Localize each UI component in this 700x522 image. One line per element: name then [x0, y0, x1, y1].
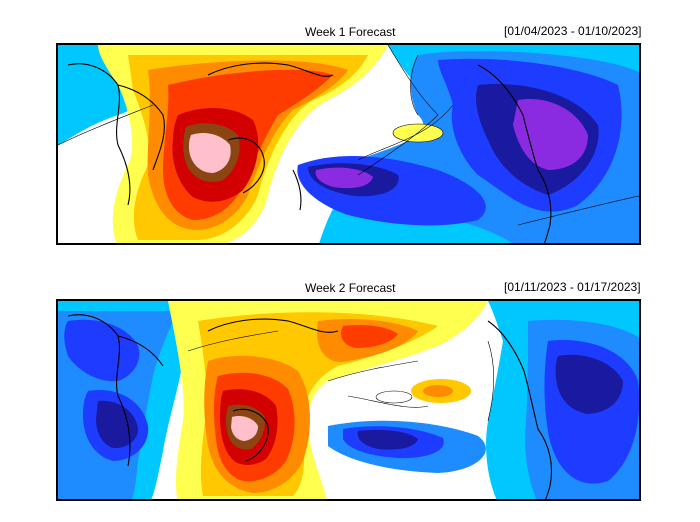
anomaly-map-graphic	[58, 301, 639, 499]
panel-date-range: [01/11/2023 - 01/17/2023]	[504, 280, 641, 294]
panel-title: Week 1 Forecast	[305, 25, 396, 39]
anomaly-map	[56, 43, 641, 245]
anomaly-map	[56, 299, 641, 501]
panel-title: Week 2 Forecast	[305, 281, 396, 295]
panel-date-range: [01/04/2023 - 01/10/2023]	[504, 24, 642, 38]
anomaly-map-graphic	[58, 45, 639, 243]
